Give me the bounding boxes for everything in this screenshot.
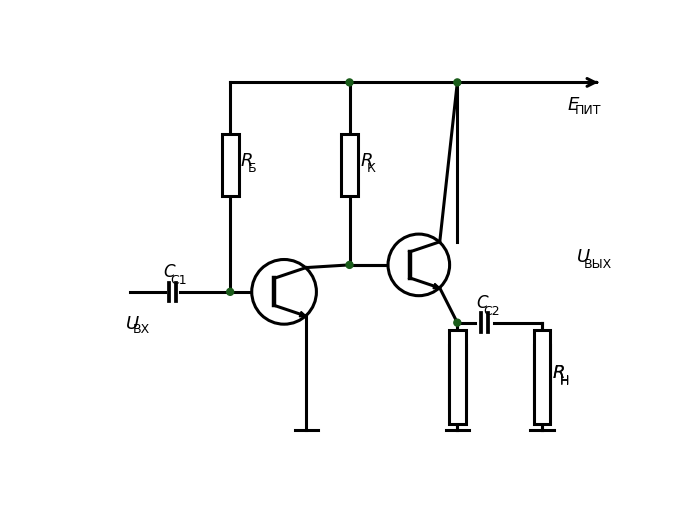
Text: E: E: [568, 96, 579, 114]
Text: С1: С1: [170, 274, 186, 287]
Text: C: C: [163, 263, 175, 281]
Text: Н: Н: [560, 374, 569, 387]
Text: C: C: [477, 294, 488, 312]
Text: R: R: [552, 365, 566, 382]
Text: R: R: [361, 152, 373, 170]
Bar: [449, 331, 466, 424]
Circle shape: [454, 319, 461, 326]
Text: Б: Б: [248, 162, 257, 175]
Circle shape: [346, 79, 353, 86]
Text: С2: С2: [484, 305, 500, 318]
Circle shape: [346, 262, 353, 268]
Text: ПИТ: ПИТ: [575, 104, 601, 117]
Circle shape: [227, 288, 234, 295]
Text: ВЫХ: ВЫХ: [583, 259, 612, 271]
Text: ВХ: ВХ: [133, 322, 151, 336]
Bar: [222, 134, 239, 196]
Circle shape: [388, 234, 450, 296]
Text: К: К: [367, 162, 376, 175]
Polygon shape: [299, 311, 306, 317]
Text: R: R: [552, 364, 566, 382]
Circle shape: [454, 79, 461, 86]
Polygon shape: [433, 283, 440, 288]
Bar: [341, 134, 358, 196]
Text: U: U: [577, 248, 590, 266]
Circle shape: [252, 260, 316, 324]
Text: R: R: [241, 152, 253, 170]
Text: Н: Н: [560, 375, 569, 388]
Bar: [449, 345, 466, 408]
Text: U: U: [126, 315, 140, 333]
Bar: [534, 331, 550, 424]
Bar: [534, 345, 550, 408]
